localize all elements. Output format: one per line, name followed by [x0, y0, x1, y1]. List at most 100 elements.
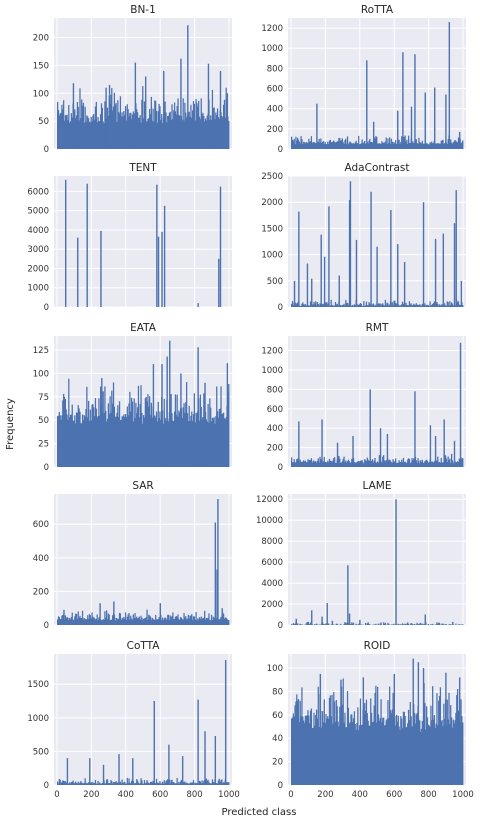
bar [228, 782, 230, 785]
bar [69, 122, 71, 149]
bar [297, 700, 299, 785]
bar [111, 619, 113, 625]
bar [183, 781, 185, 785]
y-tick-label: 100 [33, 89, 49, 99]
y-tick-label: 1200 [261, 347, 283, 357]
bar [192, 420, 194, 467]
bar [106, 779, 109, 785]
bar [338, 138, 340, 149]
bar [383, 142, 385, 149]
bar [421, 623, 423, 625]
bar [173, 110, 175, 149]
bar [439, 462, 442, 467]
bar [343, 456, 345, 467]
bar [140, 778, 142, 785]
peak-bar [434, 87, 436, 149]
bar [110, 94, 112, 149]
bar [112, 110, 114, 149]
y-tick-label: 0 [44, 463, 49, 473]
y-tick-label: 0 [278, 463, 283, 473]
bar [383, 142, 386, 149]
bar [392, 305, 394, 307]
bar [210, 407, 212, 467]
peak-bar [226, 93, 229, 149]
bar [364, 703, 366, 785]
bar [221, 779, 223, 785]
bar [58, 115, 60, 149]
bar [450, 705, 452, 785]
bar [85, 121, 87, 149]
bar [426, 717, 429, 785]
bar [329, 139, 331, 149]
peak-bar [410, 106, 413, 149]
peak-bar [298, 211, 300, 307]
bar [428, 725, 430, 785]
y-tick-label: 1000 [27, 714, 49, 724]
bar [198, 420, 201, 467]
bar [402, 711, 405, 785]
bar [173, 411, 176, 467]
bar [95, 618, 97, 625]
peak-bar [348, 613, 351, 625]
bar [292, 140, 294, 149]
bar [193, 393, 195, 467]
bar [313, 460, 315, 467]
bar [340, 305, 343, 307]
bar [461, 716, 463, 785]
bar [305, 715, 307, 785]
bar [344, 140, 346, 149]
bar [149, 396, 151, 467]
peak-bar [161, 231, 163, 307]
bar [145, 782, 147, 785]
bar [317, 686, 319, 785]
bar [372, 721, 374, 785]
bar [209, 119, 211, 149]
bar [77, 405, 79, 467]
bar [82, 102, 85, 149]
bar [130, 112, 132, 149]
bar [79, 88, 81, 149]
bar [61, 104, 63, 149]
bar [407, 623, 410, 625]
bar [405, 624, 407, 625]
y-tick-label: 600 [267, 85, 283, 95]
peak-bar [336, 442, 339, 467]
bar [384, 461, 386, 467]
bar [345, 138, 347, 149]
bar [117, 619, 119, 625]
bar [412, 305, 414, 307]
bar [179, 115, 181, 149]
bar [438, 700, 440, 785]
bar [65, 115, 67, 149]
bar [309, 305, 311, 307]
bar [447, 719, 449, 785]
bar [165, 112, 167, 149]
bar [319, 624, 321, 625]
peak-bar [219, 70, 222, 149]
bar [411, 305, 413, 307]
peak-bar [434, 435, 437, 467]
bar [446, 462, 448, 467]
bar [153, 620, 155, 625]
bar [202, 783, 204, 785]
bar [461, 142, 463, 149]
bar [107, 115, 109, 149]
bar [90, 420, 92, 467]
bar [291, 717, 294, 785]
bar [223, 618, 226, 625]
bar [300, 716, 302, 785]
bar [202, 417, 204, 467]
bar [221, 116, 223, 149]
bar [97, 780, 99, 785]
bar [326, 462, 328, 467]
bar [335, 304, 337, 307]
bar [294, 705, 296, 785]
bar [213, 782, 215, 785]
peak-bar [66, 758, 69, 785]
bar [299, 459, 301, 467]
bar [432, 462, 435, 467]
bar [450, 453, 453, 467]
bar [75, 614, 78, 625]
